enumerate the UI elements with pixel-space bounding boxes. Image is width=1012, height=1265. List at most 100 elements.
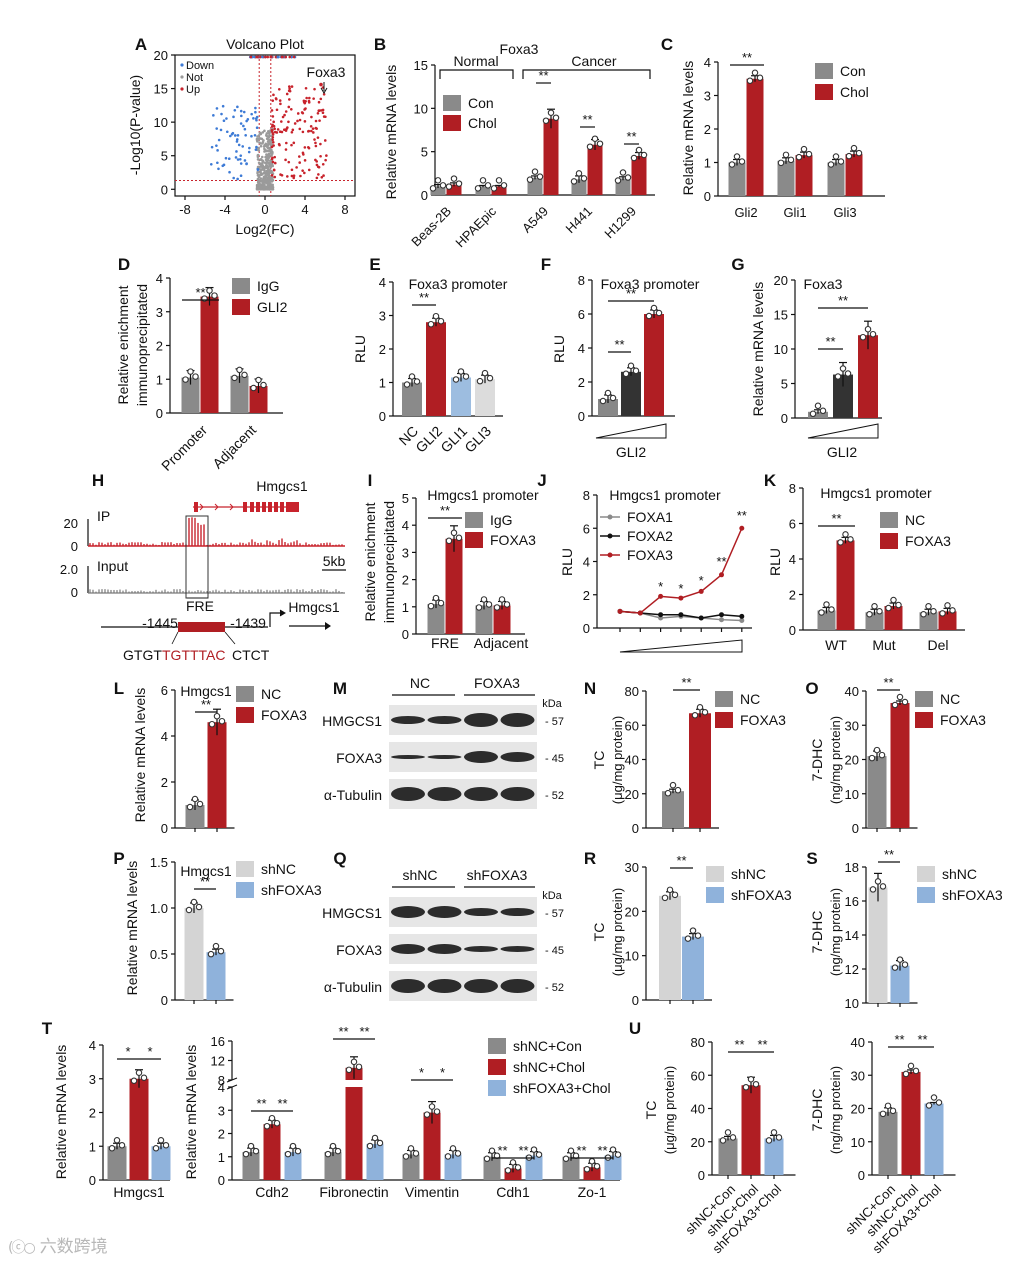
bar-O-NC xyxy=(867,756,887,828)
data-point-I xyxy=(450,529,458,537)
volcano-point-down xyxy=(224,156,228,160)
data-point-B xyxy=(635,146,643,154)
legend-label-J: FOXA2 xyxy=(627,528,673,544)
y-tick-label-S: 16 xyxy=(845,894,859,909)
y-tick-label-J: 4 xyxy=(583,555,590,570)
volcano-point-up xyxy=(315,163,319,167)
x-tick-label-K: Mut xyxy=(872,637,895,653)
volcano-point-up xyxy=(304,107,307,110)
significance-B: ** xyxy=(626,129,636,144)
series-point-J-FOXA2 xyxy=(719,612,724,618)
bar-I-FOXA3 xyxy=(493,605,511,634)
blot-band-M xyxy=(464,713,498,727)
data-point-T2 xyxy=(567,1147,575,1155)
data-point-T2 xyxy=(252,1147,260,1155)
gradient-wedge-icon xyxy=(619,639,743,653)
volcano-point-up xyxy=(287,120,290,124)
data-point-T2 xyxy=(609,1146,617,1153)
volcano-point-down xyxy=(225,130,229,134)
volcano-point-up xyxy=(273,127,276,131)
y-tick-label-R: 20 xyxy=(625,904,639,919)
data-point-T1 xyxy=(162,1142,170,1149)
data-point-C xyxy=(733,153,741,160)
volcano-point-down xyxy=(232,176,235,180)
y-tick-label-R: 0 xyxy=(632,993,639,1008)
volcano-point-down xyxy=(235,138,239,141)
volcano-point-not xyxy=(256,183,260,187)
volcano-point-down xyxy=(244,134,247,137)
significance-G: ** xyxy=(838,293,848,308)
legend-R-a-swatch xyxy=(706,866,724,882)
series-point-J-FOXA1 xyxy=(719,617,724,623)
data-point-I xyxy=(432,594,440,602)
kda-label-M: kDa xyxy=(542,698,562,710)
bar-S-shNC xyxy=(868,887,888,1003)
data-point-O xyxy=(891,701,899,709)
data-point-N xyxy=(701,709,709,716)
watermark: (ⓒ○ 六数跨境 xyxy=(8,1232,108,1257)
y-tick-label-S: 10 xyxy=(845,996,859,1011)
data-point-E xyxy=(481,369,489,377)
data-point-K xyxy=(930,607,937,615)
data-point-K xyxy=(837,539,844,546)
y-tick-label-T2: 3 xyxy=(218,1103,225,1118)
volcano-point-up xyxy=(290,168,294,172)
data-point-U1 xyxy=(770,1129,778,1136)
bar-T2-shNC+Con xyxy=(483,1156,501,1180)
blot-band-Q xyxy=(427,979,462,993)
volcano-point-up xyxy=(272,124,276,128)
volcano-point-not xyxy=(268,165,271,168)
significance-S: ** xyxy=(884,847,894,862)
significance-P: ** xyxy=(200,874,210,889)
legend-L-b-swatch xyxy=(236,707,254,723)
data-point-O xyxy=(873,746,881,754)
data-point-F xyxy=(599,397,607,405)
legend-C-chol-label: Chol xyxy=(840,84,869,100)
y-tick-label-N: 80 xyxy=(625,684,639,699)
volcano-point-up xyxy=(277,88,281,91)
volcano-point-not xyxy=(265,164,269,167)
volcano-point-up xyxy=(281,115,285,119)
panel-label-K: K xyxy=(764,471,777,490)
track-tick-H: 0 xyxy=(71,585,78,600)
group-label-Q: shNC xyxy=(402,867,437,883)
bar-T2-shFOXA3+Chol xyxy=(444,1154,462,1180)
data-point-S xyxy=(869,886,877,893)
significance-O: ** xyxy=(883,675,893,690)
legend-D-igg-label: IgG xyxy=(257,278,280,294)
volcano-point-capped xyxy=(261,55,264,59)
volcano-point-not xyxy=(263,129,266,133)
significance-G: ** xyxy=(825,334,835,349)
data-point-B xyxy=(547,109,555,116)
y-axis-sublabel-U2: (ng/mg protein) xyxy=(828,1066,843,1154)
significance-E: ** xyxy=(419,290,429,305)
volcano-point-up xyxy=(317,165,321,169)
data-point-C xyxy=(738,158,746,165)
data-point-K xyxy=(823,601,830,608)
volcano-point-capped xyxy=(256,55,259,59)
data-point-C xyxy=(805,150,813,158)
volcano-point-up xyxy=(325,154,328,157)
x-tick-label-I: Adjacent xyxy=(474,635,529,651)
x-tick-label-B: H1299 xyxy=(601,204,639,242)
data-point-D xyxy=(182,376,189,383)
data-point-I xyxy=(480,596,488,603)
data-point-T2 xyxy=(593,1162,601,1170)
data-point-G xyxy=(869,330,877,338)
volcano-point-up xyxy=(309,125,313,128)
y-axis-sublabel-O: (ng/mg protein) xyxy=(828,716,843,804)
bar-C-Chol xyxy=(845,154,863,196)
volcano-point-down xyxy=(241,145,245,148)
kda-marker-M: - 57 xyxy=(545,716,564,728)
group-label-M: NC xyxy=(410,675,430,691)
y-tick-label-K: 4 xyxy=(789,552,796,567)
x-tick-label-K: WT xyxy=(825,637,847,653)
legend-C-con-swatch xyxy=(815,63,833,79)
y-tick-label-A: 15 xyxy=(154,82,168,97)
data-point-L xyxy=(191,795,199,803)
data-point-C xyxy=(850,144,858,152)
data-point-F xyxy=(632,367,640,375)
y-tick-label-A: 10 xyxy=(154,115,168,130)
volcano-point-capped xyxy=(292,55,296,59)
volcano-point-not xyxy=(259,144,263,148)
